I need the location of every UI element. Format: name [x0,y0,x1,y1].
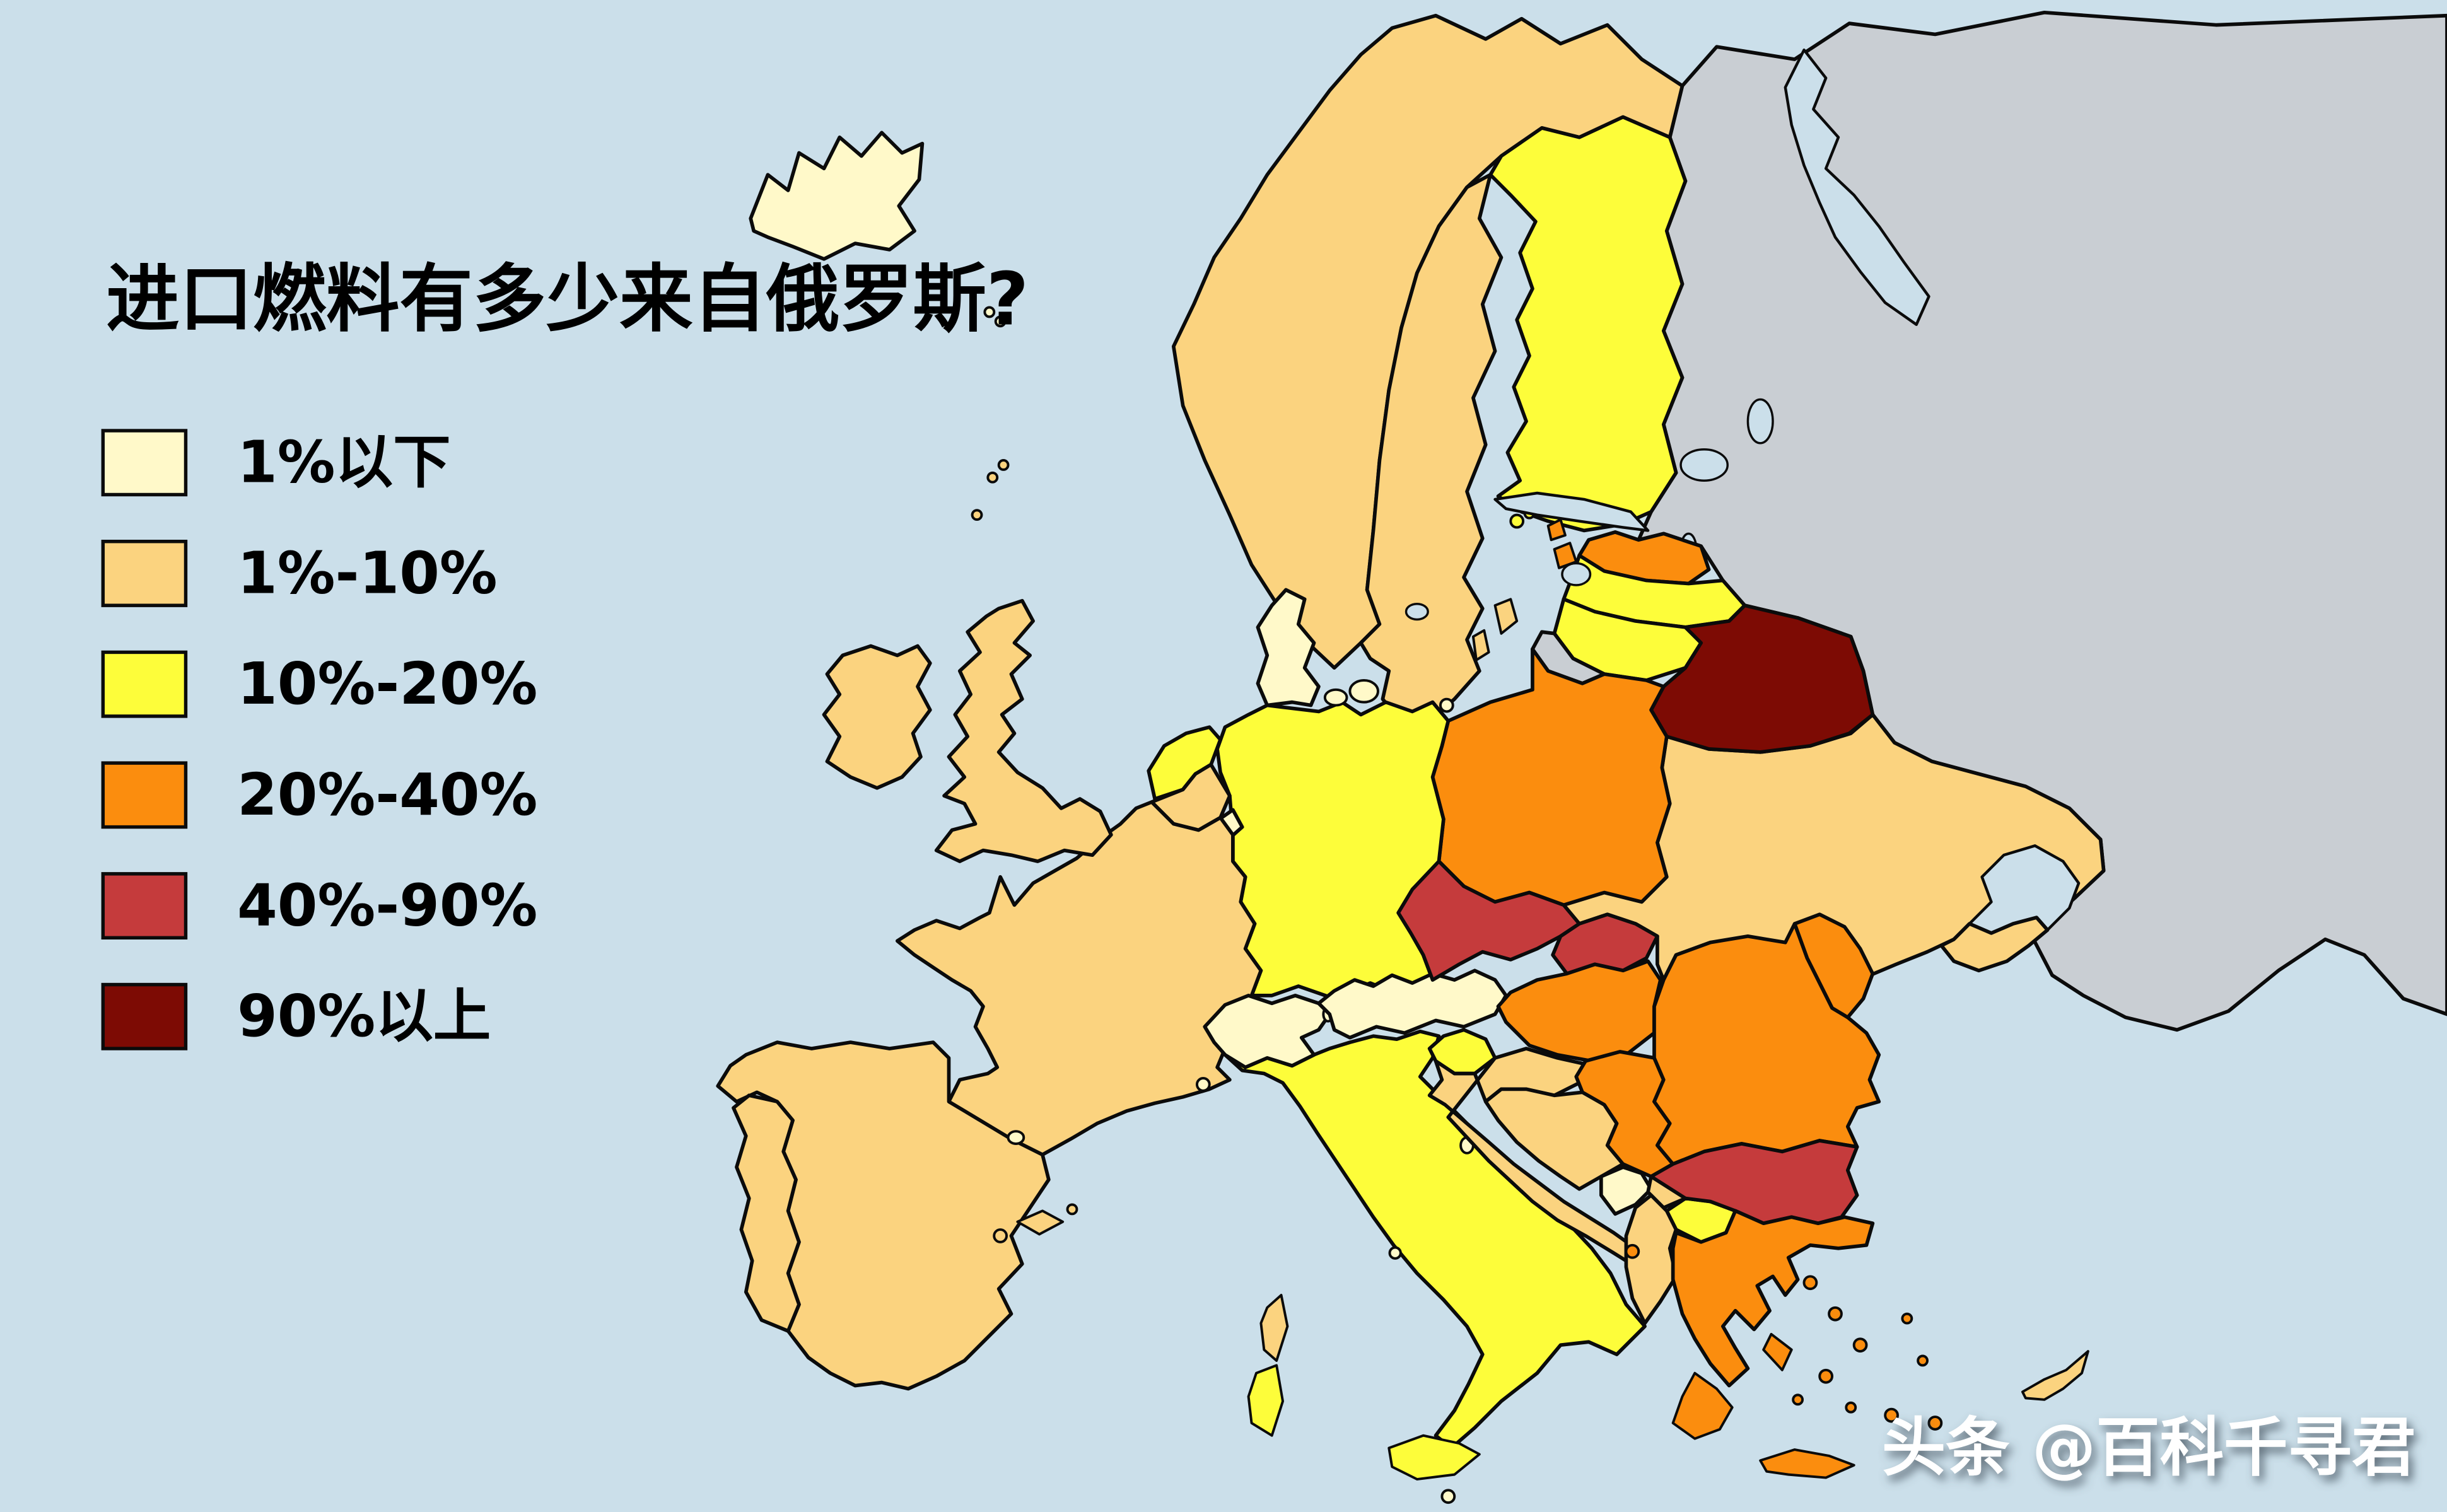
legend-swatch-40-90 [101,872,188,940]
island-oland [1471,629,1490,661]
aegean-island [1818,1368,1834,1384]
island-mallorca [1016,1209,1065,1236]
legend-swatch-20-40 [101,761,188,829]
legend-label-gt90: 90%以上 [237,982,491,1050]
country-iceland [749,131,925,261]
country-austria [1317,968,1508,1040]
legend-swatch-gt90 [101,982,188,1050]
aegean-island [1845,1401,1857,1414]
shetland-islands [997,459,1010,471]
watermark: 头条 @百科千寻君 [1882,1410,2416,1485]
region-peloponnese [1671,1371,1734,1440]
aland-islands [1509,513,1525,529]
gulf-of-finland [1493,491,1650,532]
country-portugal [732,1093,801,1333]
island-gotland [1493,598,1519,635]
country-united-kingdom [934,598,1113,863]
lake-onega [1746,398,1774,445]
country-czechia [1396,859,1582,982]
legend-label-40-90: 40%-90% [237,872,537,939]
legend-label-1-10: 1%-10% [237,539,498,607]
aegean-island [1792,1393,1804,1406]
legend: 1%以下 1%-10% 10%-20% 20%-40% 40%-90% 90%以… [101,429,537,1050]
lake-ladoga [1679,448,1729,482]
country-albania [1624,1193,1678,1325]
aegean-island [1828,1306,1843,1322]
aegean-island [1917,1354,1929,1367]
aegean-island [1852,1337,1868,1353]
island-ibiza [993,1228,1008,1243]
island-menorca [1066,1203,1078,1216]
shetland-islands [986,471,999,484]
aegean-island [1802,1275,1818,1291]
country-ireland [822,644,932,790]
country-finland [1488,115,1688,533]
country-monaco [1195,1077,1211,1092]
orkney-islands [971,509,983,521]
region-crimea [1939,916,2050,973]
lake-vanern [1405,602,1429,621]
faroe-islands [983,306,996,318]
country-switzerland [1203,994,1332,1069]
gulf-of-riga [1561,562,1592,586]
estonian-islands [1546,518,1567,542]
legend-label-10-20: 10%-20% [237,650,537,718]
page-title: 进口燃料有多少来自俄罗斯? [106,257,1029,342]
island-crete [1759,1448,1855,1479]
island-euboea [1762,1332,1793,1371]
faroe-islands [994,315,1007,328]
country-vatican [1388,1246,1402,1260]
island-zealand [1348,678,1379,704]
aegean-island [1884,1407,1899,1423]
island-sicily [1387,1434,1481,1481]
legend-swatch-lt1 [101,429,188,497]
country-romania [1652,922,1881,1166]
island-funen [1323,688,1348,707]
island-bornholm [1439,697,1454,713]
aegean-island [1901,1312,1913,1325]
legend-swatch-10-20 [101,650,188,718]
island-corsica [1259,1294,1289,1362]
island-sardinia [1247,1364,1285,1437]
country-cyprus [2021,1350,2089,1401]
island-corfu [1625,1243,1640,1259]
country-denmark [1256,588,1321,707]
country-italy [1223,1029,1647,1450]
country-malta [1440,1489,1456,1504]
legend-label-lt1: 1%以下 [237,429,451,496]
island-rhodes [1927,1416,1943,1431]
country-greece [1671,1209,1875,1388]
legend-label-20-40: 20%-40% [237,761,537,829]
legend-swatch-1-10 [101,540,188,607]
country-andorra [1007,1130,1025,1145]
country-montenegro [1599,1165,1653,1216]
white-sea [1784,48,1930,326]
country-moldova [1792,912,1875,1020]
